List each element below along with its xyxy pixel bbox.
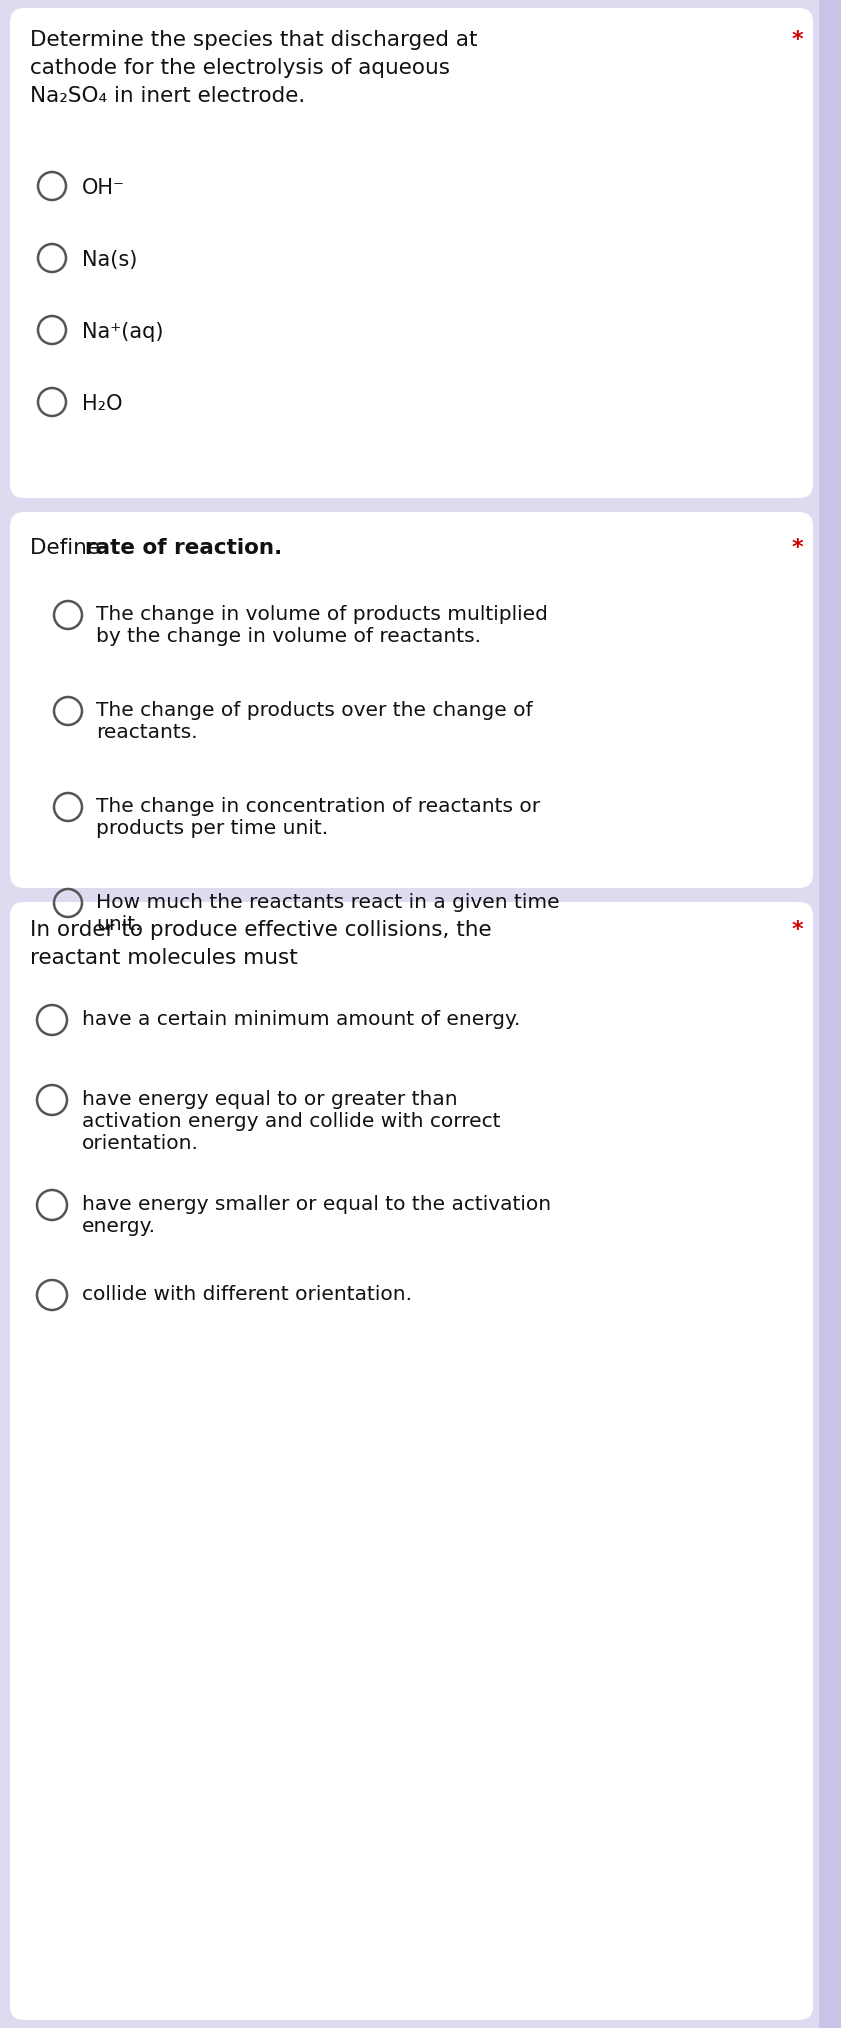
Text: rate of reaction.: rate of reaction. [85,537,283,558]
Text: energy.: energy. [82,1217,156,1235]
Text: Na⁺(aq): Na⁺(aq) [82,322,163,343]
Text: In order to produce effective collisions, the: In order to produce effective collisions… [30,921,492,941]
Text: Determine the species that discharged at: Determine the species that discharged at [30,30,478,51]
FancyBboxPatch shape [10,511,813,888]
Text: have energy equal to or greater than: have energy equal to or greater than [82,1089,458,1109]
Text: The change in volume of products multiplied: The change in volume of products multipl… [96,604,547,625]
Text: The change in concentration of reactants or: The change in concentration of reactants… [96,797,540,815]
Text: cathode for the electrolysis of aqueous: cathode for the electrolysis of aqueous [30,59,450,77]
Text: Define: Define [30,537,107,558]
Text: unit.: unit. [96,915,141,935]
FancyBboxPatch shape [819,0,841,2028]
Text: orientation.: orientation. [82,1134,198,1154]
Text: have a certain minimum amount of energy.: have a certain minimum amount of energy. [82,1010,521,1028]
Text: H₂O: H₂O [82,393,123,414]
Text: collide with different orientation.: collide with different orientation. [82,1286,412,1304]
Text: Na₂SO₄ in inert electrode.: Na₂SO₄ in inert electrode. [30,85,305,105]
FancyBboxPatch shape [10,902,813,2020]
Text: reactants.: reactants. [96,724,198,742]
Text: activation energy and collide with correct: activation energy and collide with corre… [82,1111,500,1132]
Text: OH⁻: OH⁻ [82,178,125,199]
Text: have energy smaller or equal to the activation: have energy smaller or equal to the acti… [82,1194,551,1215]
Text: *: * [791,537,803,558]
Text: *: * [791,30,803,51]
Text: The change of products over the change of: The change of products over the change o… [96,702,532,720]
Text: products per time unit.: products per time unit. [96,819,328,838]
Text: by the change in volume of reactants.: by the change in volume of reactants. [96,627,481,647]
Text: *: * [791,921,803,941]
Text: reactant molecules must: reactant molecules must [30,947,298,967]
FancyBboxPatch shape [10,8,813,499]
Text: Na(s): Na(s) [82,249,137,270]
Text: How much the reactants react in a given time: How much the reactants react in a given … [96,892,559,913]
